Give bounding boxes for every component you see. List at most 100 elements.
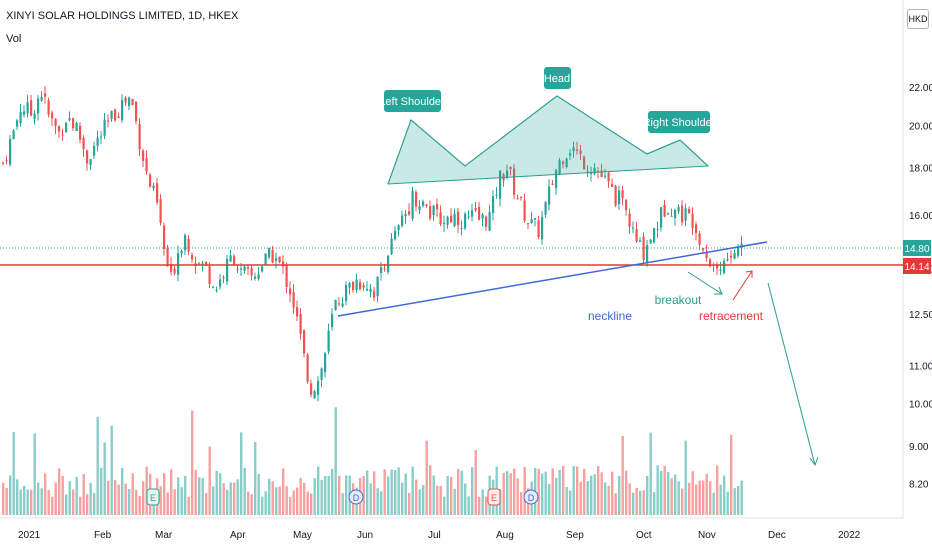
y-tick-label: 22.00: [909, 83, 932, 94]
volume-bar: [282, 468, 285, 515]
event-marker-shape[interactable]: [487, 488, 501, 506]
volume-bar: [233, 482, 236, 515]
volume-bar: [474, 450, 477, 515]
candle-body: [327, 330, 330, 352]
dividend-marker[interactable]: D: [348, 489, 364, 505]
candle-body: [212, 286, 215, 288]
volume-bar: [478, 496, 481, 515]
volume-bar: [226, 489, 229, 515]
volume-bar: [61, 475, 64, 515]
candle-body: [296, 307, 299, 317]
volume-bar: [170, 469, 173, 515]
volume-bar: [453, 488, 456, 515]
candle-body: [663, 205, 666, 217]
candle-body: [2, 162, 5, 164]
candle-body: [642, 236, 645, 261]
candle-body: [208, 266, 211, 284]
candle-body: [180, 250, 183, 254]
candle-body: [338, 303, 341, 305]
volume-bar: [306, 491, 309, 515]
candle-body: [317, 381, 320, 395]
candle-body: [537, 220, 540, 238]
candlesticks: [2, 85, 743, 402]
volume-bar: [688, 482, 691, 515]
candle-body: [730, 255, 733, 258]
volume-bar: [142, 481, 145, 515]
event-marker-shape[interactable]: [523, 489, 539, 505]
candle-body: [639, 240, 642, 242]
volume-bar: [653, 492, 656, 515]
volume-bar: [33, 433, 36, 515]
volume-bar: [236, 479, 239, 515]
event-marker-letter: E: [150, 493, 156, 503]
volume-label: Vol: [6, 33, 22, 45]
candle-body: [681, 205, 684, 223]
volume-bar: [212, 486, 215, 515]
volume-bar: [600, 472, 603, 515]
volume-bar: [544, 471, 547, 515]
volume-bar: [201, 477, 204, 515]
volume-bar: [250, 494, 253, 515]
candle-body: [611, 183, 614, 187]
candle-body: [303, 330, 306, 354]
volume-bar: [695, 484, 698, 515]
volume-bar: [68, 481, 71, 515]
dividend-marker[interactable]: D: [523, 489, 539, 505]
candle-body: [656, 229, 659, 231]
volume-bar: [205, 493, 208, 515]
event-marker-letter: D: [353, 493, 360, 503]
volume-bar: [502, 472, 505, 515]
volume-bar: [390, 469, 393, 515]
candle-body: [75, 122, 78, 132]
volume-bar: [397, 467, 400, 515]
volume-bar: [26, 489, 29, 515]
y-tick-label: 9.00: [909, 442, 929, 453]
earnings-marker[interactable]: E: [146, 488, 160, 506]
volume-bar: [243, 468, 246, 515]
volume-bar: [516, 478, 519, 515]
candle-body: [439, 212, 442, 225]
currency-button[interactable]: HKD: [907, 9, 929, 29]
candle-body: [310, 383, 313, 395]
volume-bar: [166, 492, 169, 515]
candle-body: [184, 235, 187, 251]
volume-bar: [618, 476, 621, 515]
candle-body: [5, 160, 8, 162]
candle-body: [156, 183, 159, 203]
volume-bar: [376, 488, 379, 515]
candle-body: [677, 207, 680, 212]
volume-bar: [180, 487, 183, 515]
candle-body: [481, 214, 484, 219]
candle-body: [558, 160, 561, 174]
event-marker-shape[interactable]: [348, 489, 364, 505]
x-tick-label: Jun: [357, 530, 373, 541]
candle-body: [233, 256, 236, 266]
volume-bar: [240, 432, 243, 515]
volume-bar: [131, 473, 134, 515]
breakout-label: breakout: [655, 293, 702, 307]
candle-body: [607, 172, 610, 182]
volume-bar: [520, 492, 523, 515]
volume-bar: [93, 493, 96, 515]
candle-body: [691, 213, 694, 229]
candle-body: [478, 206, 481, 220]
volume-bar: [285, 486, 288, 515]
volume-bar: [733, 488, 736, 515]
candle-body: [261, 266, 264, 272]
candle-body: [285, 264, 288, 287]
candle-body: [19, 111, 22, 124]
event-marker-shape[interactable]: [146, 488, 160, 506]
volume-bar: [107, 480, 110, 515]
candle-body: [68, 118, 71, 121]
candle-body: [341, 303, 344, 307]
earnings-marker[interactable]: E: [487, 488, 501, 506]
candle-body: [320, 368, 323, 380]
candle-body: [513, 168, 516, 195]
candle-body: [65, 123, 68, 133]
volume-bar: [709, 481, 712, 515]
candle-body: [705, 252, 708, 259]
candle-body: [72, 118, 75, 129]
candle-body: [544, 202, 547, 215]
candle-body: [383, 268, 386, 270]
volume-bar: [460, 470, 463, 515]
